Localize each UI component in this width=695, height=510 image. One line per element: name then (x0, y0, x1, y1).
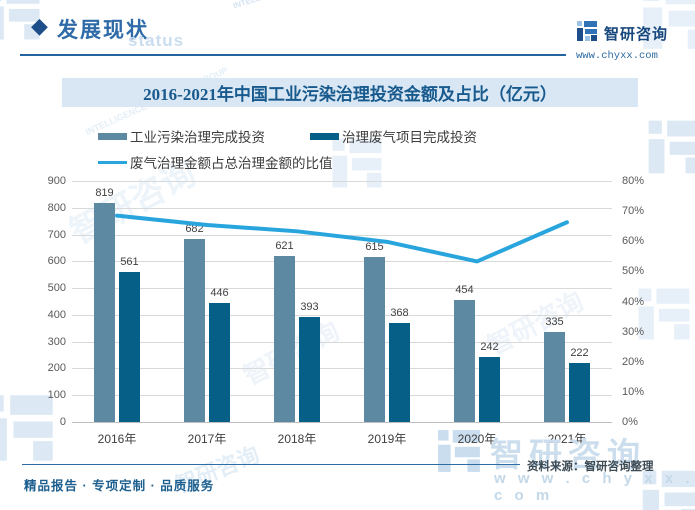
legend-label: 废气治理金额占总治理金额的比值 (130, 156, 333, 171)
trend-line (115, 213, 569, 264)
footer-tagline: 精品报告 · 专项定制 · 品质服务 (24, 479, 215, 493)
chart-title: 2016-2021年中国工业污染治理投资金额及占比（亿元） (62, 78, 638, 107)
secondary-axis-tick-label: 60% (622, 235, 645, 248)
bar-value-label: 621 (275, 239, 294, 252)
x-axis-label: 2016年 (97, 432, 137, 446)
bar-value-label: 819 (95, 186, 114, 199)
x-axis-label: 2017年 (187, 432, 227, 446)
bar (274, 255, 295, 422)
legend-bar-swatch (98, 132, 127, 140)
bar-value-label: 242 (480, 341, 499, 354)
gridline (72, 395, 612, 397)
gridline (72, 207, 612, 209)
y-axis-tick-label: 300 (47, 335, 66, 348)
diamond-bullet-icon: ◆ (31, 13, 48, 38)
gridline (72, 422, 612, 423)
y-axis-tick-label: 400 (47, 308, 66, 321)
bar-value-label: 615 (365, 241, 384, 254)
brand-name: 智研咨询 (604, 26, 669, 43)
bar (299, 316, 320, 422)
legend-item: 工业污染治理完成投资 (98, 126, 310, 146)
watermark-logo-icon (646, 118, 695, 181)
legend-label: 治理废气项目完成投资 (342, 130, 477, 145)
status-watermark-text: status (128, 31, 185, 50)
gridline (72, 261, 612, 263)
legend-line-swatch (98, 160, 127, 164)
bar (94, 202, 115, 422)
footer-watermark-url: w w w . c h y x x . c o m (494, 470, 694, 504)
gridline (72, 288, 612, 290)
x-axis-label: 2018年 (277, 432, 317, 446)
brand-url: www.chyxx.com (576, 50, 658, 62)
bar-value-label: 393 (300, 300, 319, 313)
gridline (72, 368, 612, 370)
bar (389, 323, 410, 422)
x-axis-label: 2021年 (547, 432, 587, 446)
bar-value-label: 368 (390, 307, 409, 320)
bar (479, 357, 500, 422)
footer-watermark-brand: 智研咨询 (490, 436, 646, 473)
footer-divider (22, 464, 520, 465)
legend-item: 治理废气项目完成投资 (310, 126, 570, 146)
y-axis-tick-label: 800 (47, 201, 66, 214)
bar (569, 362, 590, 422)
legend-bar-swatch (310, 132, 339, 140)
bar-value-label: 222 (570, 346, 589, 359)
secondary-axis-tick-label: 80% (622, 175, 645, 187)
bar (544, 332, 565, 422)
secondary-axis-tick-label: 20% (622, 355, 645, 368)
secondary-axis-tick-label: 40% (622, 295, 645, 308)
x-axis-label: 2020年 (457, 432, 497, 446)
gridline (72, 314, 612, 316)
bar (209, 302, 230, 422)
header-divider (20, 54, 566, 56)
y-axis-tick-label: 500 (47, 282, 66, 295)
bar-value-label: 561 (120, 255, 139, 268)
legend-item: 废气治理金额占总治理金额的比值 (98, 152, 418, 172)
x-axis-label: 2019年 (367, 432, 407, 446)
brand-block: 智研咨询 www.chyxx.com (576, 20, 692, 62)
watermark-logo-icon (0, 392, 56, 469)
y-axis-tick-label: 600 (47, 255, 66, 268)
y-axis-tick-label: 900 (47, 175, 66, 187)
bar (119, 271, 140, 422)
y-axis-tick-label: 100 (47, 389, 66, 402)
gridline (72, 181, 612, 182)
bar-value-label: 454 (455, 284, 474, 297)
data-source-label: 资料来源：智研咨询整理 (527, 461, 654, 473)
y-axis-tick-label: 0 (59, 416, 66, 428)
bar (454, 300, 475, 422)
bar-value-label: 682 (185, 223, 204, 236)
watermark-text: INTELLIGENCE RESEARCH GROUP (232, 0, 365, 11)
gridline (72, 341, 612, 343)
bar (184, 239, 205, 422)
secondary-axis-tick-label: 70% (622, 205, 645, 218)
secondary-axis-tick-label: 30% (622, 325, 645, 338)
bar-value-label: 335 (545, 316, 564, 329)
y-axis-tick-label: 200 (47, 362, 66, 375)
secondary-axis-tick-label: 10% (622, 385, 645, 398)
section-title: 发展现状 (57, 19, 149, 42)
secondary-axis-tick-label: 50% (622, 265, 645, 278)
brand-logo-icon (576, 20, 598, 47)
bar-value-label: 446 (210, 286, 229, 299)
y-axis-tick-label: 700 (47, 228, 66, 241)
bar (364, 257, 385, 422)
chart-legend: 工业污染治理完成投资 治理废气项目完成投资 废气治理金额占总治理金额的比值 (98, 126, 598, 172)
legend-label: 工业污染治理完成投资 (130, 130, 265, 145)
secondary-axis-tick-label: 0% (622, 416, 638, 428)
